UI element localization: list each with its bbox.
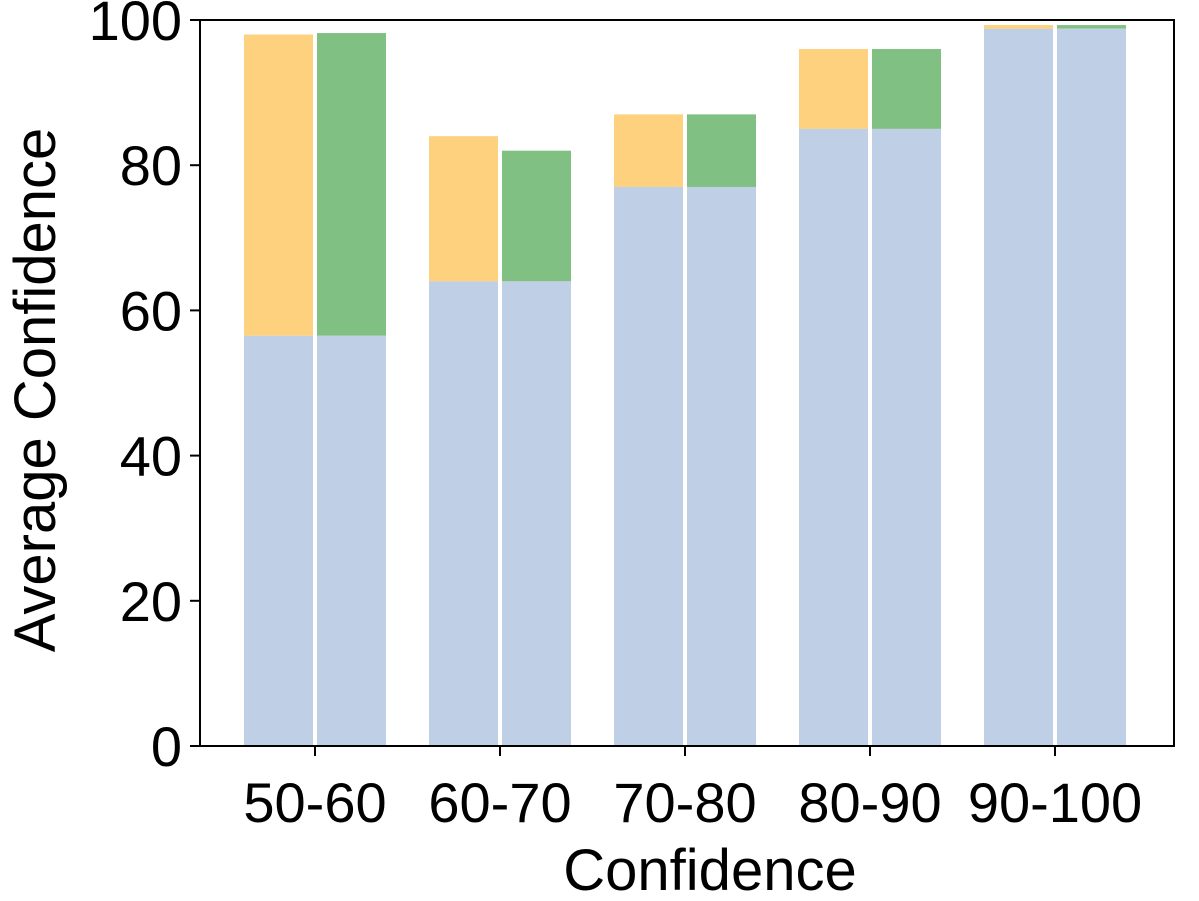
bar-base-70-80	[687, 186, 756, 747]
bar-base-60-70	[502, 281, 571, 746]
bars-group	[244, 25, 1126, 747]
x-tick-label: 60-70	[428, 771, 571, 834]
bar-green-60-70	[502, 150, 571, 282]
x-axis: 50-60 60-70 70-80 80-90 90-100	[243, 746, 1142, 834]
bar-green-50-60	[317, 33, 386, 336]
y-tick-label: 40	[120, 425, 182, 488]
bar-green-80-90	[872, 49, 941, 129]
y-tick-label: 60	[120, 279, 182, 342]
bar-green-90-100	[1057, 25, 1126, 29]
bar-base-60-70	[429, 281, 498, 746]
bar-divider	[683, 114, 687, 746]
bar-orange-70-80	[614, 114, 683, 187]
y-axis-title: Average Confidence	[3, 128, 68, 653]
bar-base-80-90	[799, 128, 868, 746]
bar-divider	[868, 49, 872, 747]
x-tick-label: 90-100	[968, 771, 1142, 834]
y-tick-label: 80	[120, 134, 182, 197]
x-tick-label: 50-60	[243, 771, 386, 834]
y-tick-label: 0	[151, 715, 182, 778]
y-axis: 0 20 40 60 80 100	[89, 0, 200, 778]
bar-orange-80-90	[799, 49, 868, 129]
bar-orange-90-100	[984, 25, 1053, 29]
y-tick-label: 100	[89, 0, 182, 52]
bar-base-70-80	[614, 186, 683, 747]
plot-frame	[199, 19, 1175, 747]
bar-base-90-100	[1057, 28, 1126, 747]
bar-green-70-80	[687, 114, 756, 187]
y-tick-label: 20	[120, 570, 182, 633]
bar-orange-60-70	[429, 136, 498, 282]
x-axis-title: Confidence	[563, 838, 856, 901]
x-tick-label: 70-80	[613, 771, 756, 834]
bar-base-80-90	[872, 128, 941, 746]
bar-divider	[313, 33, 317, 747]
x-tick-label: 80-90	[798, 771, 941, 834]
bar-base-50-60	[317, 335, 386, 746]
bar-base-50-60	[244, 335, 313, 746]
bar-divider	[1053, 25, 1057, 746]
bar-orange-50-60	[244, 34, 313, 336]
bar-divider	[498, 136, 502, 746]
bar-base-90-100	[984, 28, 1053, 747]
